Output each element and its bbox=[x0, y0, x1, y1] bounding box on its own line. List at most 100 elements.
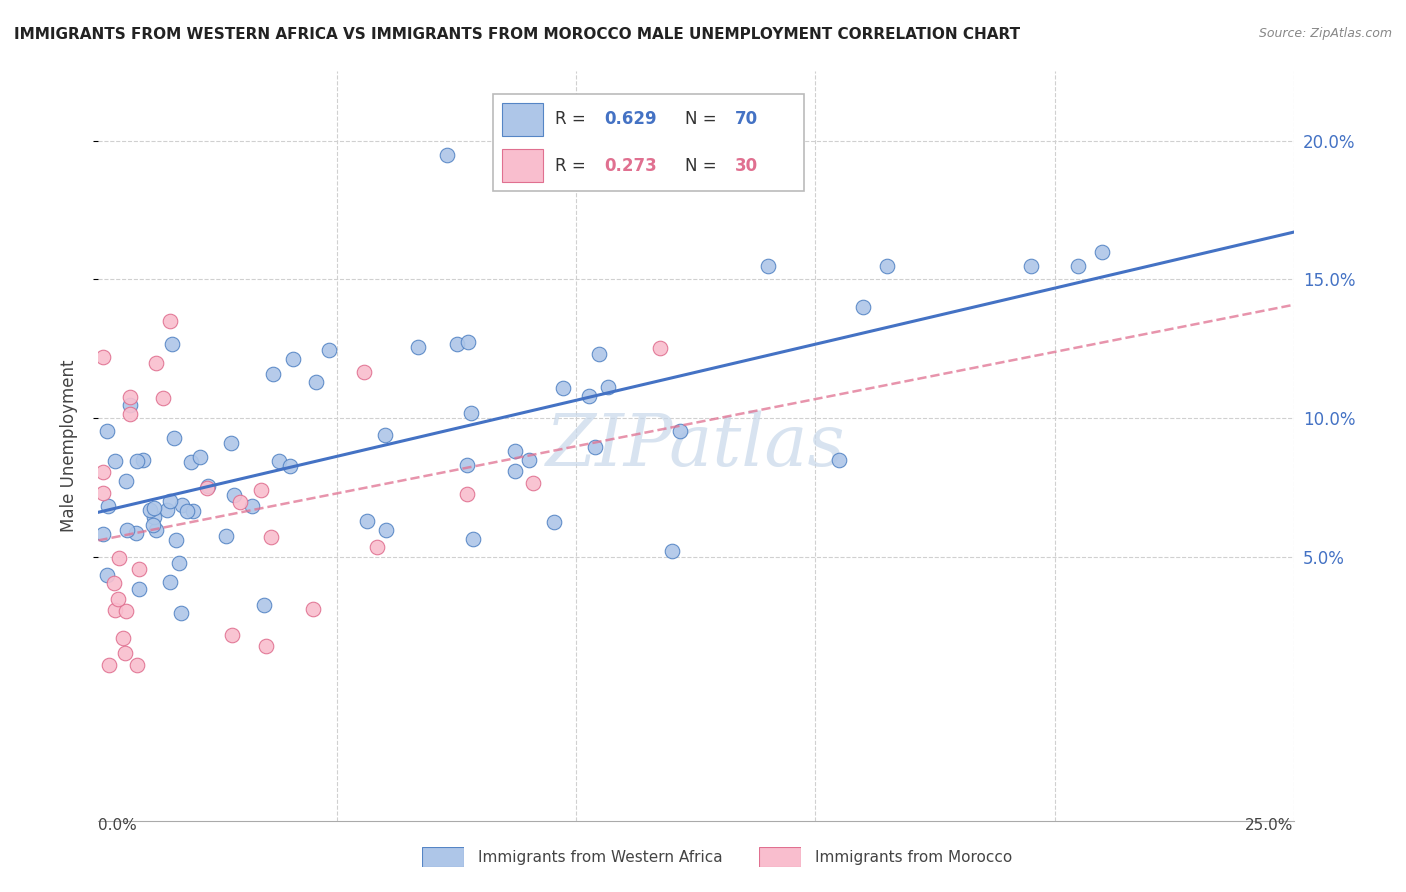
Point bbox=[145, 356, 167, 370]
Point bbox=[353, 365, 375, 379]
Point bbox=[132, 453, 155, 467]
Point bbox=[128, 562, 150, 576]
Point bbox=[224, 488, 246, 502]
Point bbox=[125, 453, 148, 467]
Text: Source: ZipAtlas.com: Source: ZipAtlas.com bbox=[1258, 27, 1392, 40]
Point bbox=[221, 628, 243, 642]
Point bbox=[1067, 259, 1090, 273]
Point bbox=[598, 380, 620, 394]
Point bbox=[281, 351, 304, 366]
Point bbox=[517, 453, 540, 467]
Point bbox=[1091, 244, 1114, 259]
Point bbox=[366, 540, 388, 554]
Point bbox=[852, 300, 875, 314]
Point bbox=[588, 347, 610, 361]
Point bbox=[503, 444, 526, 458]
Point bbox=[125, 658, 148, 673]
Point bbox=[170, 498, 193, 512]
Point bbox=[374, 427, 396, 442]
Point bbox=[114, 647, 136, 661]
Point bbox=[143, 510, 166, 524]
Point bbox=[107, 550, 129, 565]
Point bbox=[302, 601, 325, 615]
Text: 0.0%: 0.0% bbox=[98, 818, 138, 833]
Point bbox=[305, 375, 328, 389]
Point bbox=[436, 147, 458, 161]
Point bbox=[219, 436, 242, 450]
Text: ZIPatlas: ZIPatlas bbox=[546, 410, 846, 482]
Point bbox=[96, 424, 118, 438]
Point bbox=[145, 523, 167, 537]
Y-axis label: Male Unemployment: Male Unemployment bbox=[59, 359, 77, 533]
Point bbox=[756, 259, 779, 273]
Point bbox=[103, 575, 125, 590]
Point bbox=[250, 483, 273, 497]
Point bbox=[461, 533, 484, 547]
Point bbox=[188, 450, 211, 464]
Point bbox=[170, 606, 193, 620]
Point bbox=[278, 458, 301, 473]
Text: Immigrants from Morocco: Immigrants from Morocco bbox=[815, 850, 1012, 864]
Point bbox=[163, 431, 186, 445]
Point bbox=[262, 368, 284, 382]
Point bbox=[142, 500, 165, 515]
Point bbox=[160, 337, 183, 351]
Point bbox=[260, 530, 283, 544]
Point bbox=[460, 406, 482, 420]
Point bbox=[578, 389, 600, 403]
Point bbox=[159, 494, 181, 508]
Point bbox=[650, 341, 672, 355]
Point bbox=[446, 336, 468, 351]
Point bbox=[583, 440, 606, 454]
Point bbox=[114, 474, 136, 488]
Point bbox=[165, 533, 187, 548]
Point bbox=[156, 503, 179, 517]
Point bbox=[118, 407, 141, 421]
Point bbox=[543, 516, 565, 530]
Point bbox=[176, 503, 198, 517]
Point bbox=[159, 314, 181, 328]
Point bbox=[183, 504, 205, 518]
Point bbox=[118, 390, 141, 404]
Point bbox=[456, 486, 478, 500]
Point bbox=[91, 526, 114, 541]
Point bbox=[115, 604, 138, 618]
Point bbox=[115, 523, 138, 537]
Text: 25.0%: 25.0% bbox=[1246, 818, 1294, 833]
Point bbox=[128, 582, 150, 597]
Point bbox=[661, 544, 683, 558]
Point bbox=[522, 475, 544, 490]
Point bbox=[91, 466, 114, 480]
Point bbox=[215, 529, 238, 543]
Text: IMMIGRANTS FROM WESTERN AFRICA VS IMMIGRANTS FROM MOROCCO MALE UNEMPLOYMENT CORR: IMMIGRANTS FROM WESTERN AFRICA VS IMMIGR… bbox=[14, 27, 1021, 42]
Point bbox=[97, 500, 120, 514]
Point bbox=[107, 591, 129, 606]
Point bbox=[152, 392, 174, 406]
Point bbox=[318, 343, 340, 358]
Point bbox=[457, 335, 479, 350]
Text: Immigrants from Western Africa: Immigrants from Western Africa bbox=[478, 850, 723, 864]
Point bbox=[96, 568, 118, 582]
Point bbox=[139, 503, 162, 517]
Point bbox=[125, 526, 148, 541]
Point bbox=[828, 453, 851, 467]
Point bbox=[195, 482, 218, 496]
Point bbox=[668, 424, 690, 438]
Point bbox=[104, 603, 127, 617]
Point bbox=[180, 455, 202, 469]
Point bbox=[253, 598, 276, 612]
Point bbox=[1019, 259, 1042, 273]
Point bbox=[503, 464, 526, 478]
Point bbox=[91, 350, 114, 364]
Point bbox=[104, 454, 127, 468]
Point bbox=[456, 458, 478, 472]
Point bbox=[112, 631, 135, 645]
Point bbox=[159, 575, 181, 590]
Point bbox=[229, 495, 252, 509]
Point bbox=[356, 514, 378, 528]
Point bbox=[118, 398, 141, 412]
Point bbox=[197, 478, 219, 492]
Point bbox=[142, 517, 165, 532]
Point bbox=[269, 454, 291, 468]
Point bbox=[254, 639, 277, 653]
